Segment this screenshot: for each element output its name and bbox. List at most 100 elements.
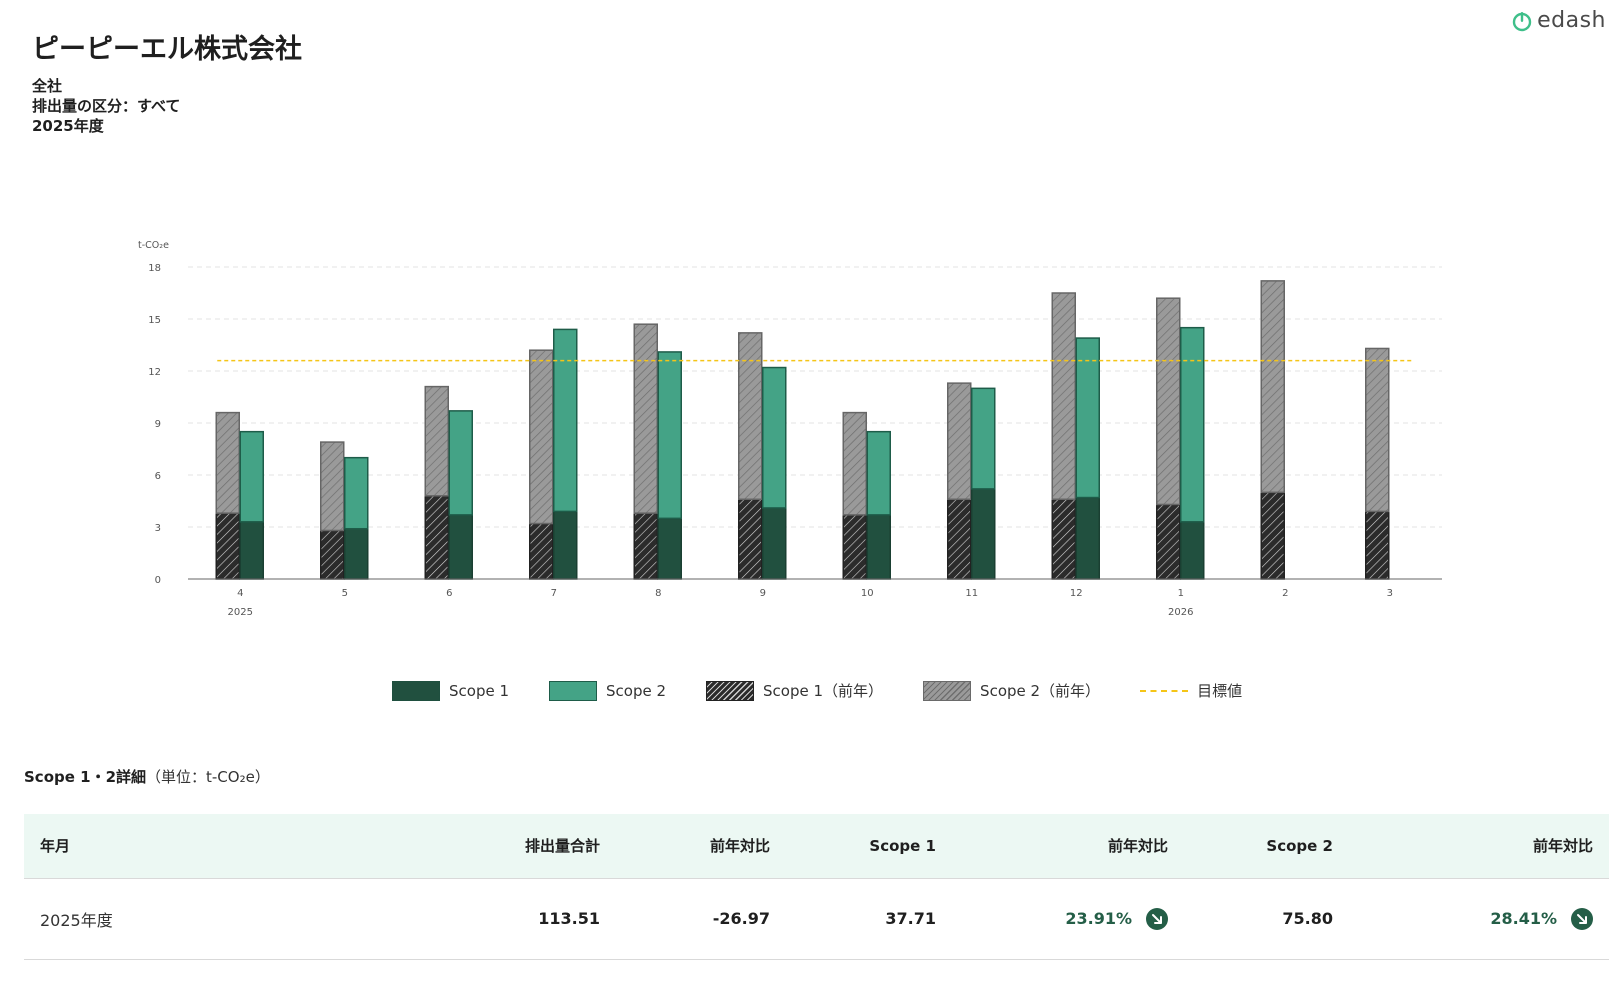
prev-year-scope2-bar[interactable] [529,349,554,525]
header-period: 年月 [24,814,399,879]
chart-legend: Scope 1 Scope 2 Scope 1（前年） Scope 2（前年） … [392,680,1282,701]
current-year-scope2-bar[interactable] [344,456,369,530]
y-tick-label: 18 [148,263,161,274]
header-scope1-yoy: 前年対比 [952,814,1184,879]
x-tick-label: 12 [1070,588,1083,599]
year-label: 2025年度 [32,117,104,135]
current-year-scope2-bar[interactable] [866,430,891,516]
prev-year-scope1-bar[interactable] [738,498,763,580]
prev-year-scope2-bar[interactable] [738,332,763,501]
prev-year-scope1-bar[interactable] [1260,491,1285,580]
prev-year-scope1-bar[interactable] [215,512,240,580]
scope-label: 全社 [32,77,63,95]
table-row: 2025年度 113.51 -26.97 37.71 23.91% 75.80 … [24,878,1609,960]
legend-item-target[interactable]: 目標値 [1140,680,1242,701]
x-tick-label: 9 [760,588,766,599]
header-scope1: Scope 1 [786,814,952,879]
x-tick-label: 10 [861,588,874,599]
legend-item-scope2-prev[interactable]: Scope 2（前年） [923,680,1100,701]
x-tick-label: 8 [655,588,661,599]
cell-period: 2025年度 [24,878,399,960]
prev-year-scope2-bar[interactable] [1365,347,1390,513]
legend-swatch-scope1 [392,680,440,701]
prev-year-scope2-bar[interactable] [215,411,240,514]
y-axis-unit: t-CO₂e [138,240,169,251]
prev-year-scope2-bar[interactable] [947,382,972,501]
current-year-scope2-bar[interactable] [1180,326,1205,523]
cell-scope2-yoy: 28.41% [1349,878,1609,960]
y-tick-label: 0 [155,575,161,586]
header-total-yoy: 前年対比 [616,814,786,879]
current-year-scope1-bar[interactable] [553,510,578,580]
x-year-label: 2026 [1168,607,1193,618]
x-year-label: 2025 [228,607,253,618]
prev-year-scope2-bar[interactable] [1051,292,1076,501]
current-year-scope1-bar[interactable] [448,514,473,580]
current-year-scope1-bar[interactable] [1075,496,1100,580]
header-scope2: Scope 2 [1184,814,1349,879]
x-tick-label: 1 [1178,588,1184,599]
prev-year-scope1-bar[interactable] [1156,503,1181,580]
current-year-scope2-bar[interactable] [762,366,787,509]
x-tick-label: 6 [446,588,452,599]
arrow-down-right-icon [1146,907,1168,930]
legend-label-scope1-prev: Scope 1（前年） [763,682,884,700]
prev-year-scope1-bar[interactable] [320,529,345,580]
current-year-scope2-bar[interactable] [657,351,682,520]
prev-year-scope1-bar[interactable] [1365,510,1390,580]
category-label: 排出量の区分：すべて [32,97,181,115]
legend-label-target: 目標値 [1197,682,1243,700]
table-title: Scope 1・2詳細（単位：t-CO₂e） [24,766,270,787]
prev-year-scope1-bar[interactable] [424,495,449,580]
current-year-scope2-bar[interactable] [1075,337,1100,499]
legend-swatch-scope1-prev [706,680,755,701]
legend-item-scope1[interactable]: Scope 1 [392,680,510,701]
header-total: 排出量合計 [399,814,616,879]
prev-year-scope1-bar[interactable] [633,512,658,580]
current-year-scope2-bar[interactable] [239,430,264,523]
current-year-scope1-bar[interactable] [866,514,891,580]
y-tick-label: 6 [155,471,161,482]
current-year-scope1-bar[interactable] [239,521,264,580]
prev-year-scope2-bar[interactable] [1156,297,1181,506]
prev-year-scope1-bar[interactable] [842,514,867,580]
prev-year-scope2-bar[interactable] [1260,280,1285,494]
header-scope2-yoy: 前年対比 [1349,814,1609,879]
cell-scope2: 75.80 [1184,878,1349,960]
company-name: ピーピーエル株式会社 [32,34,302,65]
legend-label-scope2-prev: Scope 2（前年） [980,682,1101,700]
report-header: ピーピーエル株式会社 全社 排出量の区分：すべて 2025年度 [32,30,302,136]
legend-swatch-scope2-prev [923,680,972,701]
current-year-scope1-bar[interactable] [971,488,996,580]
scope2-yoy-indicator: 28.41% [1490,907,1593,930]
cell-total: 113.51 [399,878,616,960]
current-year-scope1-bar[interactable] [1180,521,1205,580]
arrow-down-right-icon [1571,907,1593,930]
x-tick-label: 5 [342,588,348,599]
legend-item-scope1-prev[interactable]: Scope 1（前年） [706,680,883,701]
y-tick-label: 12 [148,367,161,378]
prev-year-scope2-bar[interactable] [320,441,345,532]
current-year-scope2-bar[interactable] [553,328,578,513]
x-tick-label: 4 [237,588,243,599]
legend-item-scope2[interactable]: Scope 2 [549,680,666,701]
current-year-scope1-bar[interactable] [762,507,787,580]
current-year-scope2-bar[interactable] [448,410,473,516]
prev-year-scope1-bar[interactable] [1051,498,1076,580]
legend-swatch-scope2 [549,680,598,701]
legend-label-scope1: Scope 1 [449,681,510,700]
y-tick-label: 3 [155,523,161,534]
cell-scope1: 37.71 [786,878,952,960]
prev-year-scope1-bar[interactable] [529,522,554,580]
current-year-scope2-bar[interactable] [971,387,996,490]
table-header-row: 年月 排出量合計 前年対比 Scope 1 前年対比 Scope 2 前年対比 [24,814,1609,879]
current-year-scope1-bar[interactable] [657,517,682,580]
prev-year-scope2-bar[interactable] [842,411,867,516]
prev-year-scope1-bar[interactable] [947,498,972,580]
prev-year-scope2-bar[interactable] [424,385,449,497]
prev-year-scope2-bar[interactable] [633,323,658,514]
report-filters: 全社 排出量の区分：すべて 2025年度 [32,76,302,136]
current-year-scope1-bar[interactable] [344,527,369,580]
cell-scope1-yoy: 23.91% [952,878,1184,960]
